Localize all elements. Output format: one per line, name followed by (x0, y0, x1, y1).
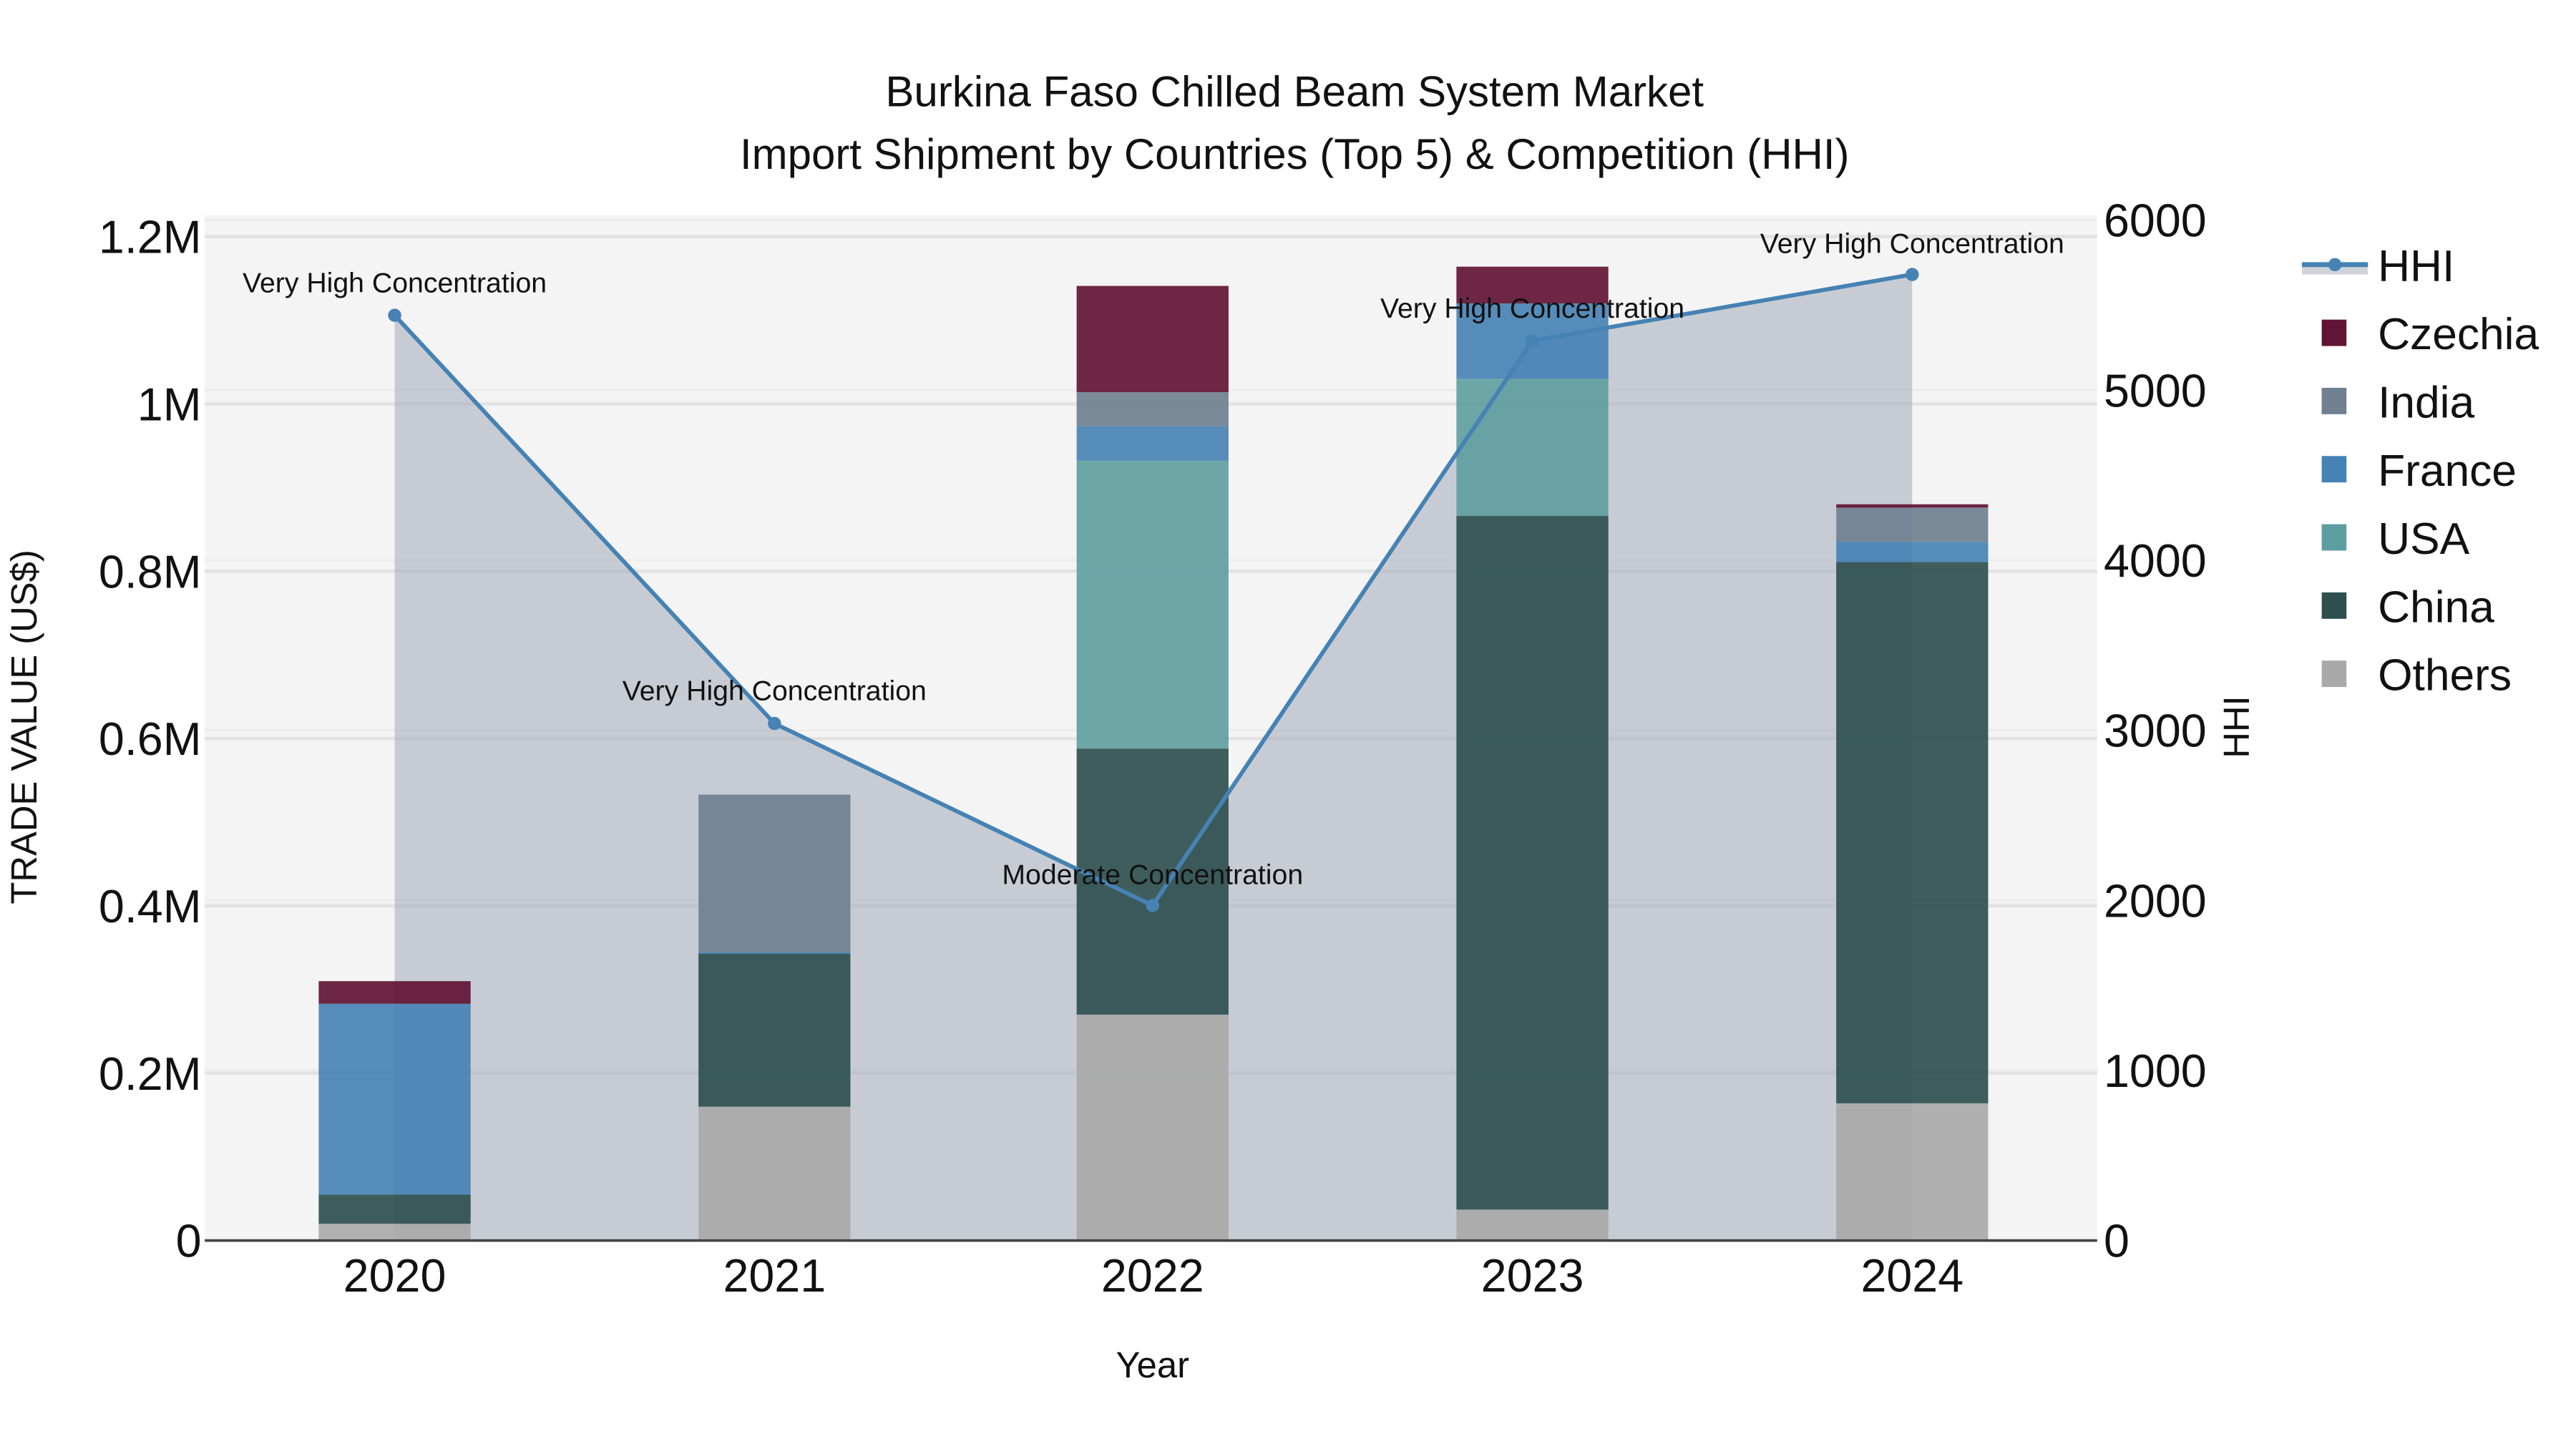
chart-title-line1: Burkina Faso Chilled Beam System Market (885, 67, 1704, 115)
bar-segment-france (318, 1003, 471, 1195)
legend-item-india[interactable]: India (2378, 379, 2474, 428)
bar-segment-china (1836, 562, 1989, 1103)
y-axis-label: TRADE VALUE (US$) (4, 550, 44, 904)
x-tick-label: 2020 (343, 1250, 447, 1302)
y2-tick-label: 4000 (2104, 535, 2207, 587)
legend-swatch-icon (2321, 319, 2347, 346)
y-tick-label: 1.2M (99, 212, 202, 263)
legend-item-others[interactable]: Others (2378, 651, 2512, 701)
chart-title-line2: Import Shipment by Countries (Top 5) & C… (740, 130, 1850, 178)
bar-segment-france (698, 952, 851, 954)
bar-segment-india (1076, 392, 1229, 426)
bar-segment-czechia (1076, 286, 1229, 393)
hhi-points (388, 268, 1919, 912)
bar-segment-china (1456, 516, 1609, 1210)
bar-segment-others (1456, 1209, 1609, 1241)
y2-tick-label: 0 (2104, 1216, 2129, 1267)
bar-segment-india (698, 794, 851, 952)
bar-segment-india (1836, 507, 1989, 542)
y-tick-label: 0.8M (99, 546, 202, 597)
legend-swatch-icon (2321, 660, 2347, 688)
bar-segment-france (1076, 426, 1229, 461)
hhi-point (768, 716, 781, 731)
legend-item-france[interactable]: France (2378, 447, 2517, 496)
legend-swatch-icon (2321, 456, 2347, 483)
legend-swatch-icon (2321, 592, 2347, 619)
annotations: Very High Concentration Very High Concent… (243, 228, 2064, 891)
y-tick-label: 1M (137, 379, 202, 430)
hhi-annotation: Very High Concentration (243, 267, 547, 298)
y2-axis-ticks: 0 1000 2000 3000 4000 5000 6000 (2104, 195, 2207, 1267)
x-tick-label: 2021 (723, 1250, 826, 1302)
bar-segment-china (698, 953, 851, 1107)
bar-segment-france (1836, 542, 1989, 562)
hhi-annotation: Moderate Concentration (1002, 859, 1303, 890)
legend: HHI Czechia India France USA China Others (2301, 242, 2539, 701)
x-axis-label: Year (1116, 1345, 1189, 1385)
legend-item-hhi[interactable]: HHI (2378, 242, 2454, 291)
hhi-point (1906, 268, 1919, 281)
hhi-point (1146, 899, 1159, 912)
legend-swatch-icon (2321, 387, 2347, 414)
bar-segment-czechia (1456, 266, 1609, 304)
y2-tick-label: 2000 (2104, 875, 2207, 927)
y2-tick-label: 6000 (2104, 195, 2207, 247)
bar-segment-others (1076, 1014, 1229, 1241)
x-tick-label: 2024 (1860, 1250, 1963, 1302)
bar-segment-czechia (1836, 504, 1989, 508)
legend-item-china[interactable]: China (2378, 582, 2494, 632)
y-axis-ticks: 0 0.2M 0.4M 0.6M 0.8M 1M 1.2M (99, 212, 202, 1267)
hhi-point (1526, 334, 1539, 348)
x-tick-label: 2023 (1481, 1250, 1584, 1302)
hhi-annotation: Very High Concentration (1380, 293, 1684, 324)
y-tick-label: 0.4M (99, 881, 202, 932)
y2-tick-label: 5000 (2104, 365, 2207, 416)
legend-item-czechia[interactable]: Czechia (2378, 310, 2539, 359)
y2-axis-label: HHI (2216, 696, 2257, 758)
x-tick-label: 2022 (1101, 1250, 1204, 1302)
bar-segment-china (318, 1194, 471, 1224)
hhi-point (388, 308, 401, 322)
legend-item-usa[interactable]: USA (2378, 514, 2470, 564)
bar-segment-usa (1076, 460, 1229, 749)
y2-tick-label: 1000 (2104, 1045, 2207, 1097)
x-axis-ticks: 2020 2021 2022 2023 2024 (343, 1250, 1964, 1302)
y-tick-label: 0 (176, 1216, 202, 1267)
hhi-annotation: Very High Concentration (623, 675, 927, 707)
y-tick-label: 0.6M (99, 713, 202, 765)
bar-segment-czechia (318, 981, 471, 1004)
bar-segment-usa (1456, 379, 1609, 517)
bar-segment-others (318, 1224, 471, 1241)
bar-segment-others (1836, 1103, 1989, 1241)
y-tick-label: 0.2M (99, 1048, 202, 1100)
bars (318, 266, 1989, 1241)
legend-swatch-icon (2321, 524, 2347, 551)
y2-tick-label: 3000 (2104, 706, 2207, 757)
bar-segment-others (698, 1106, 851, 1241)
hhi-annotation: Very High Concentration (1760, 228, 2064, 260)
